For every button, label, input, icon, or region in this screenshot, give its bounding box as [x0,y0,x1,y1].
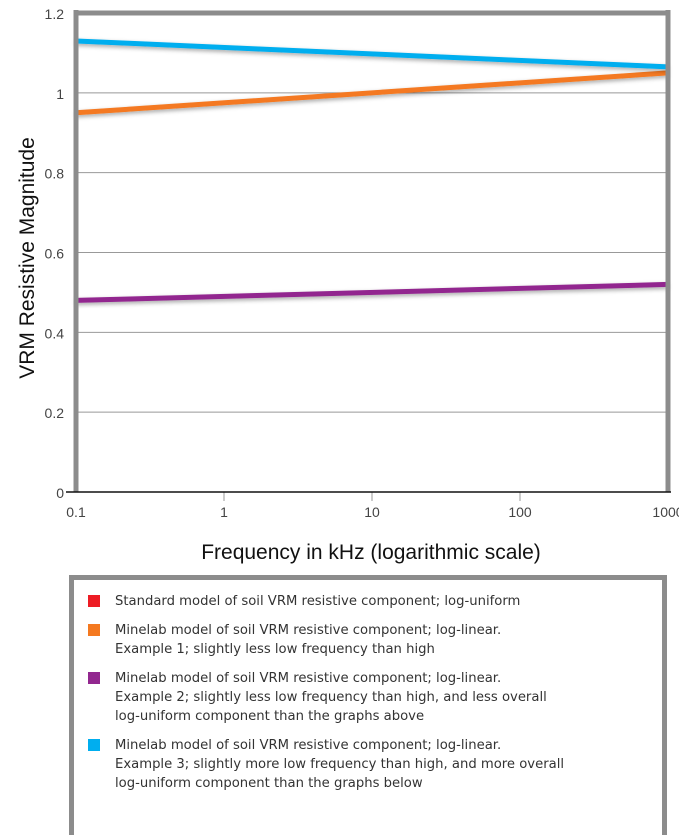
vrm-chart: 0 0.2 0.4 0.6 0.8 1 1.2 0.1 1 10 100 1000 VRM Resis… [16,6,679,564]
x-tick-label: 1000 [652,504,679,520]
legend-text-line: Minelab model of soil VRM resistive comp… [115,623,502,638]
legend-text-line: Example 2; slightly less low frequency t… [115,690,547,705]
y-axis-label: VRM Resistive Magnitude [16,137,39,379]
legend-text-line: log-uniform component than the graphs be… [115,776,423,791]
legend-text: Minelab model of soil VRM resistive comp… [115,736,655,793]
legend-swatch [88,595,100,607]
x-tick-label: 100 [508,504,532,520]
series-line-4 [75,38,669,70]
y-tick-label: 0.4 [45,325,65,341]
legend-text-line: Example 3; slightly more low frequency t… [115,757,565,772]
legend-text-line: Example 1; slightly less low frequency t… [115,642,435,657]
y-tick-label: 0.8 [45,166,65,182]
y-tick-label: 0.2 [45,405,65,421]
legend-text-line: Minelab model of soil VRM resistive comp… [115,738,502,753]
legend-swatch [88,739,100,751]
legend-text: Minelab model of soil VRM resistive comp… [115,621,655,659]
series-line-3 [75,281,669,303]
legend-text-line: log-uniform component than the graphs ab… [115,709,425,724]
legend-text-line: Minelab model of soil VRM resistive comp… [115,671,502,686]
legend-text: Standard model of soil VRM resistive com… [115,592,655,611]
legend-swatch [88,672,100,684]
y-tick-label: 1 [56,86,64,102]
x-tick-label: 10 [364,504,380,520]
x-tick-label: 0.1 [66,504,86,520]
y-tick-label: 1.2 [45,6,65,22]
series-line-2 [75,70,669,116]
y-tick-label: 0 [56,485,64,501]
legend-swatch [88,624,100,636]
legend-text-line: Standard model of soil VRM resistive com… [115,594,521,609]
y-tick-label: 0.6 [45,246,65,262]
legend-text: Minelab model of soil VRM resistive comp… [115,669,655,726]
chart-legend: Standard model of soil VRM resistive com… [69,575,667,835]
x-axis-label: Frequency in kHz (logarithmic scale) [201,541,541,564]
x-tick-label: 1 [220,504,228,520]
